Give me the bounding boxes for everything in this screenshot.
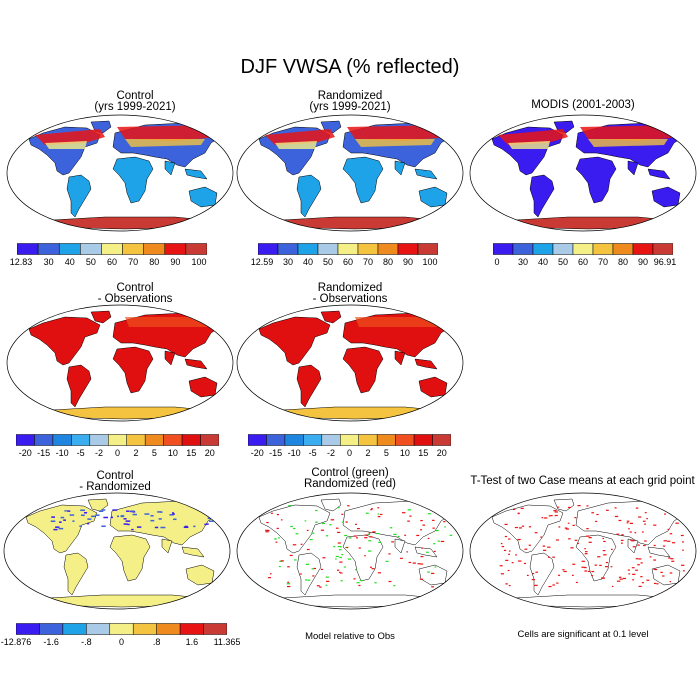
colorbar-tick-label: 10 bbox=[167, 448, 178, 458]
colorbar-tick-label: 10 bbox=[399, 448, 410, 458]
colorbar-tick-label: -15 bbox=[269, 448, 283, 458]
map bbox=[469, 492, 697, 610]
panel-title: Control - Randomized bbox=[79, 470, 151, 493]
map bbox=[236, 304, 464, 422]
panel-title: Control (green) Randomized (red) bbox=[303, 467, 397, 490]
colorbar-tick-label: 70 bbox=[597, 257, 609, 267]
colorbar-tick-label: 50 bbox=[557, 257, 569, 267]
colorbar-tick-label: -5 bbox=[76, 448, 85, 458]
colorbar-tick-label: 40 bbox=[537, 257, 549, 267]
colorbar-tick-label: 2 bbox=[133, 448, 139, 458]
colorbar-tick-label: 90 bbox=[170, 257, 181, 267]
colorbar-tick-label: 0 bbox=[494, 257, 500, 267]
colorbar-tick-label: 11.365 bbox=[213, 637, 241, 647]
colorbar-tick-label: 60 bbox=[342, 257, 354, 267]
map bbox=[6, 114, 234, 232]
colorbar-tick-label: 0 bbox=[346, 448, 353, 458]
panel-title: MODIS (2001-2003) bbox=[531, 99, 635, 111]
colorbar-tick-label: 60 bbox=[106, 257, 118, 267]
colorbar-tick-label: -15 bbox=[37, 448, 51, 458]
panel-title: Randomized (yrs 1999-2021) bbox=[309, 90, 391, 113]
colorbar-tick-label: 96.91 bbox=[653, 257, 677, 267]
colorbar-tick-label: 5 bbox=[383, 448, 389, 458]
map bbox=[469, 114, 697, 232]
map bbox=[6, 304, 234, 422]
colorbar-tick-label: 90 bbox=[637, 257, 649, 267]
colorbar-tick-label: 70 bbox=[128, 257, 139, 267]
panel-title: Control (yrs 1999-2021) bbox=[94, 90, 176, 113]
colorbar-tick-label: 20 bbox=[204, 448, 215, 458]
colorbar-tick-label: -2 bbox=[95, 448, 104, 458]
colorbar-tick-label: 40 bbox=[302, 257, 314, 267]
colorbar-tick-label: 15 bbox=[186, 448, 197, 458]
map bbox=[236, 492, 464, 610]
colorbar-tick-label: 100 bbox=[422, 257, 438, 267]
colorbar-tick-label: 50 bbox=[85, 257, 96, 267]
colorbar-tick-label: 80 bbox=[149, 257, 160, 267]
colorbar-tick-label: 5 bbox=[151, 448, 157, 458]
panel-note: Cells are significant at 0.1 level bbox=[517, 629, 649, 640]
colorbar-tick-label: 100 bbox=[191, 257, 207, 267]
colorbar-tick-label: 2 bbox=[365, 448, 371, 458]
colorbar-tick-label: -10 bbox=[287, 448, 301, 458]
panel-title: Randomized - Observations bbox=[312, 282, 388, 305]
colorbar-tick-label: 30 bbox=[517, 257, 529, 267]
panel-title: T-Test of two Case means at each grid po… bbox=[470, 475, 695, 487]
colorbar-tick-label: 20 bbox=[436, 448, 447, 458]
colorbar-tick-label: 60 bbox=[577, 257, 589, 267]
colorbar-tick-label: -2 bbox=[327, 448, 336, 458]
colorbar-tick-label: 70 bbox=[362, 257, 374, 267]
map bbox=[3, 492, 231, 610]
colorbar-tick-label: 1.6 bbox=[185, 637, 199, 647]
colorbar-tick-label: -5 bbox=[308, 448, 317, 458]
panel-note: Model relative to Obs bbox=[305, 631, 395, 642]
colorbar-tick-label: 30 bbox=[282, 257, 294, 267]
colorbar-tick-label: 90 bbox=[402, 257, 414, 267]
colorbar-tick-label: -.8 bbox=[81, 637, 92, 647]
colorbar-tick-label: -1.6 bbox=[43, 637, 59, 647]
colorbar-tick-label: 30 bbox=[43, 257, 54, 267]
colorbar-tick-label: -10 bbox=[55, 448, 69, 458]
colorbar-tick-label: 12.59 bbox=[250, 257, 274, 267]
colorbar-tick-label: 80 bbox=[382, 257, 394, 267]
panel-title: Control - Observations bbox=[97, 282, 173, 305]
colorbar-tick-label: -12.876 bbox=[0, 637, 32, 647]
colorbar-tick-label: 0 bbox=[114, 448, 121, 458]
colorbar-tick-label: -20 bbox=[250, 448, 264, 458]
map bbox=[236, 114, 464, 232]
colorbar-tick-label: 80 bbox=[617, 257, 629, 267]
figure-title: DJF VWSA (% reflected) bbox=[240, 56, 460, 78]
colorbar-tick-label: 40 bbox=[64, 257, 75, 267]
colorbar-tick-label: 15 bbox=[418, 448, 429, 458]
colorbar-tick-label: 50 bbox=[322, 257, 334, 267]
colorbar-tick-label: .8 bbox=[152, 637, 161, 647]
colorbar-tick-label: -20 bbox=[18, 448, 32, 458]
colorbar-tick-label: 0 bbox=[118, 637, 125, 647]
colorbar-tick-label: 12.83 bbox=[9, 257, 33, 267]
